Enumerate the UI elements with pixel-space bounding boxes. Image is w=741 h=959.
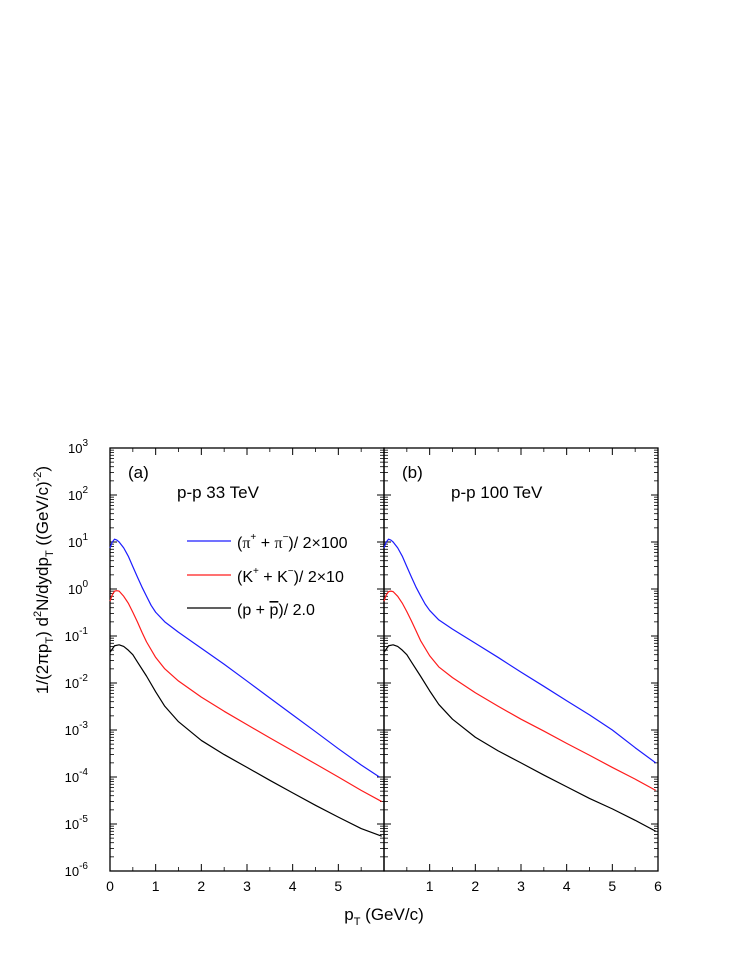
y-tick-label: 10-6	[65, 861, 89, 879]
series-line-pion	[383, 538, 657, 764]
x-tick-label: 3	[243, 878, 251, 894]
panel-annotation: p-p 33 TeV	[177, 483, 260, 502]
series-line-proton	[383, 644, 657, 832]
plot-frame	[383, 447, 659, 872]
legend-label-kaon: (K+ + K−)/ 2×10	[237, 566, 344, 586]
x-tick-label: 5	[608, 878, 616, 894]
x-tick-label: 1	[426, 878, 434, 894]
y-tick-label: 100	[68, 579, 88, 597]
y-tick-label: 10-1	[65, 626, 89, 644]
y-tick-label: 10-5	[65, 814, 89, 832]
panel-annotation: p-p 100 TeV	[451, 483, 543, 502]
legend: (π+ + π−)/ 2×100 (K+ + K−)/ 2×10 (p + p)…	[187, 532, 348, 619]
y-tick-label: 10-4	[65, 767, 89, 785]
y-tick-label: 102	[68, 485, 88, 503]
x-tick-label: 3	[517, 878, 525, 894]
y-tick-label: 10-2	[65, 673, 89, 691]
y-axis-label: 1/(2πpT) d2N/dydpT ((GeV/c)-2)	[32, 466, 56, 694]
x-tick-label: 4	[289, 878, 297, 894]
legend-label-pion: (π+ + π−)/ 2×100	[237, 532, 348, 552]
x-tick-label: 1	[152, 878, 160, 894]
series-line-kaon	[383, 590, 657, 791]
series-line-kaon	[109, 590, 383, 803]
x-tick-label: 2	[197, 878, 205, 894]
x-axis-label: pT (GeV/c)	[344, 905, 424, 928]
panel-b: 1 2 3 4 5 6 (b) p-p 100 TeV	[383, 447, 662, 894]
legend-label-proton: (p + p)/ 2.0	[237, 602, 315, 619]
y-tick-label: 103	[68, 438, 88, 456]
series-line-pion	[109, 538, 380, 778]
panel-a: 0 1 2 3 4 5 10-6 10-5 10-4 10-3 10-2 10-1 100 101 102 1…	[65, 438, 385, 894]
plot-frame	[109, 447, 385, 872]
x-tick-label: 4	[563, 878, 571, 894]
panel-label: (b)	[402, 463, 423, 482]
x-tick-label: 6	[654, 878, 662, 894]
y-tick-label: 101	[68, 532, 88, 550]
x-tick-label: 0	[106, 878, 114, 894]
x-tick-label: 5	[334, 878, 342, 894]
panel-label: (a)	[128, 463, 149, 482]
series-line-proton	[109, 644, 382, 837]
panels: 0 1 2 3 4 5 10-6 10-5 10-4 10-3 10-2 10-1 100 101 102 1…	[65, 438, 662, 894]
x-tick-label: 2	[471, 878, 479, 894]
y-tick-label: 10-3	[65, 720, 89, 738]
